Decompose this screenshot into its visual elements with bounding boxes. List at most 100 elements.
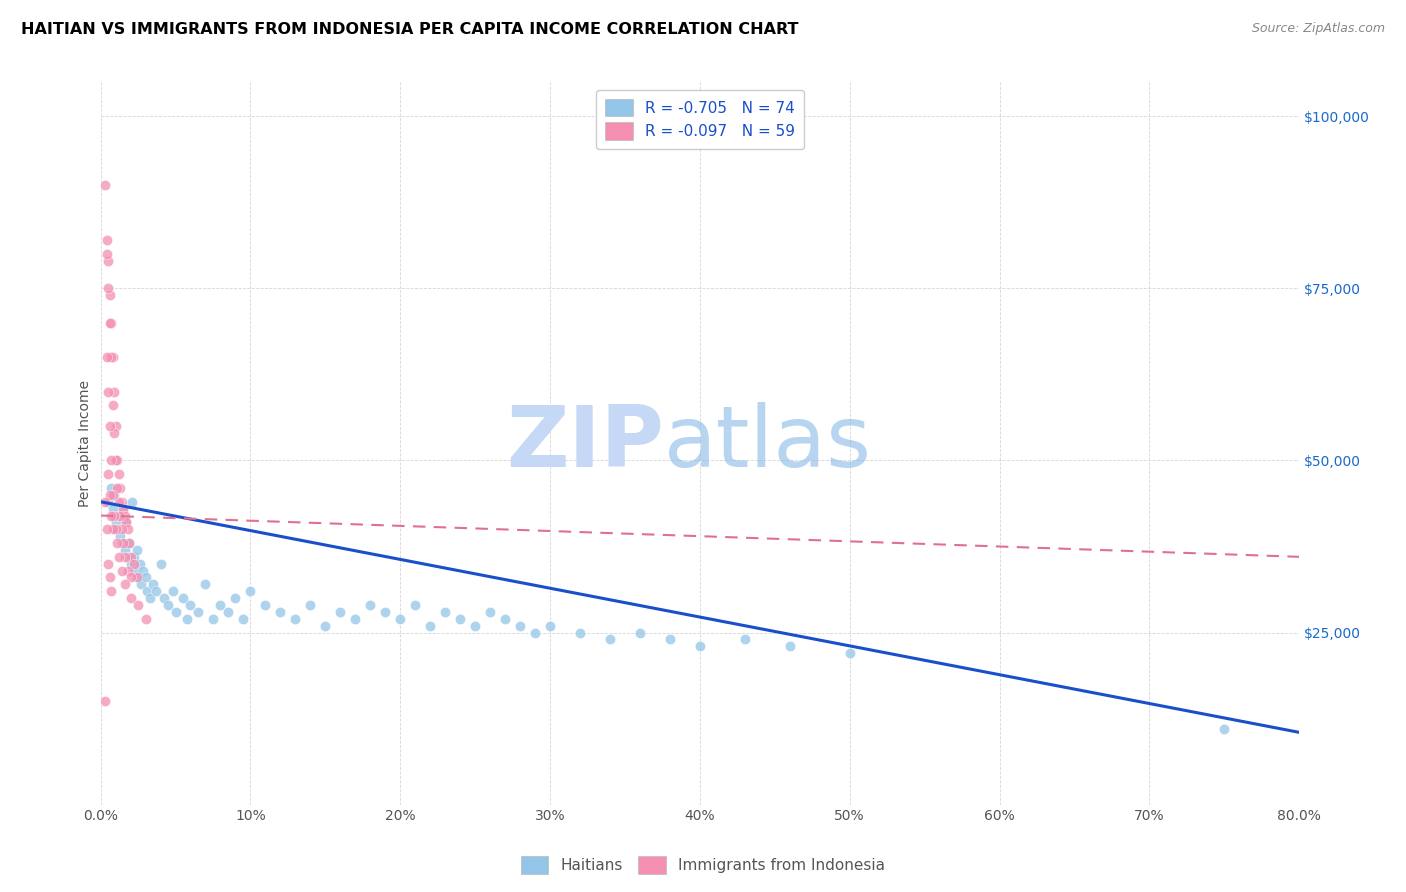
Point — [122, 557, 145, 571]
Point — [98, 488, 121, 502]
Point — [122, 549, 145, 564]
Point — [129, 577, 152, 591]
Point — [125, 543, 148, 558]
Point — [139, 591, 162, 606]
Point — [112, 501, 135, 516]
Point — [120, 570, 142, 584]
Point — [269, 605, 291, 619]
Point — [389, 612, 412, 626]
Point — [118, 536, 141, 550]
Point — [658, 632, 681, 647]
Point — [734, 632, 756, 647]
Point — [131, 564, 153, 578]
Point — [100, 316, 122, 330]
Point — [114, 508, 136, 523]
Point — [114, 577, 136, 591]
Point — [689, 640, 711, 654]
Point — [136, 584, 159, 599]
Point — [494, 612, 516, 626]
Point — [125, 570, 148, 584]
Point — [108, 481, 131, 495]
Point — [479, 605, 502, 619]
Point — [419, 618, 441, 632]
Point — [314, 618, 336, 632]
Point — [103, 425, 125, 440]
Point — [115, 516, 138, 530]
Point — [105, 536, 128, 550]
Point — [110, 522, 132, 536]
Point — [127, 570, 149, 584]
Point — [172, 591, 194, 606]
Point — [224, 591, 246, 606]
Point — [120, 591, 142, 606]
Point — [115, 516, 138, 530]
Point — [97, 253, 120, 268]
Point — [1213, 722, 1236, 736]
Point — [96, 233, 118, 247]
Point — [98, 316, 121, 330]
Point — [94, 178, 117, 193]
Point — [359, 598, 381, 612]
Point — [110, 495, 132, 509]
Point — [142, 577, 165, 591]
Point — [97, 384, 120, 399]
Point — [98, 288, 121, 302]
Point — [98, 570, 121, 584]
Point — [838, 646, 860, 660]
Point — [100, 508, 122, 523]
Point — [124, 564, 146, 578]
Point — [464, 618, 486, 632]
Point — [97, 467, 120, 482]
Point — [299, 598, 322, 612]
Point — [118, 536, 141, 550]
Point — [100, 481, 122, 495]
Point — [128, 557, 150, 571]
Point — [110, 536, 132, 550]
Point — [105, 522, 128, 536]
Point — [121, 495, 143, 509]
Point — [103, 488, 125, 502]
Point — [329, 605, 352, 619]
Point — [112, 501, 135, 516]
Point — [114, 543, 136, 558]
Point — [107, 508, 129, 523]
Point — [101, 488, 124, 502]
Point — [100, 453, 122, 467]
Point — [599, 632, 621, 647]
Point — [284, 612, 307, 626]
Point — [104, 419, 127, 434]
Point — [239, 584, 262, 599]
Point — [98, 419, 121, 434]
Text: atlas: atlas — [664, 401, 872, 484]
Point — [100, 350, 122, 364]
Point — [117, 549, 139, 564]
Point — [117, 564, 139, 578]
Point — [201, 612, 224, 626]
Point — [107, 495, 129, 509]
Point — [404, 598, 426, 612]
Y-axis label: Per Capita Income: Per Capita Income — [79, 380, 93, 507]
Point — [152, 591, 174, 606]
Text: ZIP: ZIP — [506, 401, 664, 484]
Point — [107, 549, 129, 564]
Point — [434, 605, 457, 619]
Point — [94, 495, 117, 509]
Point — [110, 564, 132, 578]
Point — [779, 640, 801, 654]
Point — [100, 584, 122, 599]
Point — [96, 247, 118, 261]
Point — [97, 281, 120, 295]
Point — [101, 398, 124, 412]
Point — [135, 612, 157, 626]
Point — [96, 350, 118, 364]
Point — [107, 467, 129, 482]
Point — [108, 508, 131, 523]
Point — [104, 522, 127, 536]
Point — [344, 612, 367, 626]
Point — [120, 557, 142, 571]
Point — [101, 350, 124, 364]
Point — [97, 495, 120, 509]
Point — [101, 522, 124, 536]
Legend: R = -0.705   N = 74, R = -0.097   N = 59: R = -0.705 N = 74, R = -0.097 N = 59 — [596, 89, 804, 149]
Point — [117, 522, 139, 536]
